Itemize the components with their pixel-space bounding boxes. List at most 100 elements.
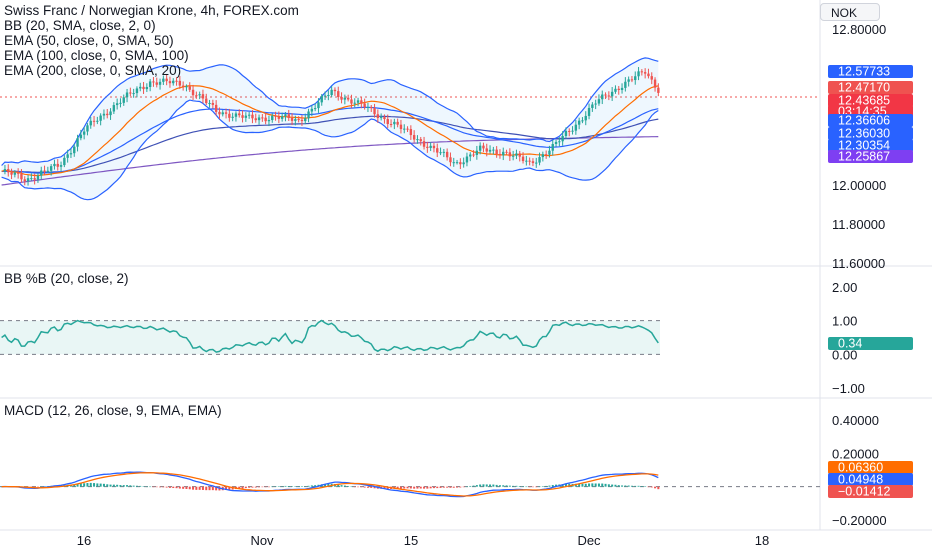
- macd-histogram-bar: [258, 486, 261, 488]
- candle-body: [327, 95, 330, 97]
- candle-body: [624, 81, 627, 88]
- candle-body: [188, 86, 191, 90]
- legend-macd: MACD (12, 26, close, 9, EMA, EMA): [4, 403, 222, 418]
- candle-body: [264, 117, 267, 122]
- candle-body: [445, 151, 449, 158]
- price-legend: Swiss Franc / Norwegian Krone, 4h, FOREX…: [4, 3, 299, 78]
- candle-body: [429, 145, 432, 148]
- macd-histogram-bar: [241, 486, 244, 489]
- candle-body: [528, 160, 531, 162]
- macd-histogram-bar: [182, 486, 185, 489]
- pctb-band-fill: [0, 320, 660, 355]
- macd-histogram-bar: [168, 486, 171, 488]
- candle-body: [277, 116, 281, 119]
- candle-body: [488, 149, 492, 152]
- candle-body: [165, 78, 168, 82]
- candle-body: [231, 116, 234, 118]
- badge-ema200-bg: [828, 150, 913, 163]
- macd-histogram-bar: [607, 484, 610, 487]
- time-tick-label: 15: [404, 533, 418, 548]
- macd-histogram-bar: [340, 485, 343, 487]
- candle-body: [66, 154, 69, 158]
- macd-histogram-bar: [363, 486, 366, 488]
- candle-body: [73, 146, 76, 154]
- candle-body: [505, 151, 508, 153]
- macd-histogram-bar: [413, 486, 416, 489]
- candle-body: [135, 88, 139, 94]
- candle-body: [594, 103, 597, 105]
- candle-body: [422, 141, 426, 147]
- candle-body: [271, 115, 274, 121]
- macd-histogram-bar: [185, 486, 188, 489]
- macd-histogram-bar: [637, 485, 640, 487]
- candle-body: [218, 111, 221, 115]
- candle-body: [294, 119, 297, 121]
- macd-histogram-bar: [482, 484, 485, 487]
- candle-body: [353, 102, 356, 104]
- macd-histogram-bar: [551, 485, 554, 487]
- candle-body: [630, 79, 634, 81]
- macd-histogram-bar: [475, 485, 478, 487]
- macd-histogram-bar: [215, 486, 218, 491]
- candle-body: [310, 108, 314, 112]
- legend-bb: BB (20, SMA, close, 2, 0): [4, 18, 156, 33]
- candle-body: [571, 130, 574, 132]
- candle-body: [317, 102, 320, 109]
- candle-body: [495, 149, 498, 154]
- macd-histogram-bar: [419, 486, 422, 489]
- macd-histogram-bar: [109, 484, 112, 487]
- pctb-tick-label: −1.00: [832, 381, 865, 396]
- candle-body: [389, 124, 393, 126]
- macd-histogram-bar: [99, 483, 102, 487]
- candle-body: [564, 130, 568, 136]
- badge-pctb: 0.34: [838, 337, 862, 351]
- badge-ema50-bg: [828, 114, 913, 127]
- macd-histogram-bar: [205, 486, 208, 491]
- candle-body: [343, 97, 347, 100]
- candle-body: [637, 71, 640, 77]
- macd-histogram-bar: [307, 485, 310, 487]
- macd-histogram-bar: [347, 485, 350, 487]
- currency-button[interactable]: NOK: [820, 3, 880, 21]
- candle-body: [59, 165, 63, 167]
- macd-histogram-bar: [284, 485, 287, 487]
- candle-body: [191, 89, 195, 96]
- macd-histogram-bar: [538, 486, 541, 488]
- candle-body: [409, 129, 413, 136]
- macd-histogram-bar: [139, 485, 142, 487]
- candle-body: [617, 88, 620, 90]
- badge-macd-line: 0.04948: [838, 473, 883, 487]
- pctb-tick-label: 2.00: [832, 280, 857, 295]
- candle-body: [208, 102, 211, 104]
- candle-body: [558, 141, 561, 143]
- macd-histogram-bar: [261, 486, 264, 488]
- candle-body: [228, 113, 231, 118]
- macd-histogram-bar: [406, 486, 409, 489]
- macd-histogram-bar: [614, 484, 617, 487]
- candle-body: [568, 130, 571, 132]
- candle-body: [86, 125, 89, 132]
- macd-histogram-bar: [324, 484, 327, 487]
- candle-body: [119, 102, 122, 104]
- macd-histogram-bar: [611, 484, 614, 487]
- macd-histogram-bar: [512, 485, 515, 487]
- macd-histogram-bar: [403, 486, 406, 489]
- candle-body: [36, 175, 40, 180]
- candle-body: [96, 120, 99, 122]
- candle-body: [297, 119, 300, 121]
- price-tick-label: 11.60000: [832, 256, 885, 271]
- macd-histogram-bar: [142, 486, 145, 487]
- candle-body: [502, 151, 505, 156]
- macd-pane: [0, 471, 820, 498]
- macd-histogram-bar: [604, 483, 607, 487]
- candle-body: [148, 81, 152, 88]
- candle-body: [653, 79, 657, 88]
- macd-histogram-bar: [578, 483, 581, 487]
- macd-histogram-bar: [291, 486, 294, 487]
- candle-body: [3, 169, 7, 172]
- candle-body: [462, 162, 465, 165]
- macd-histogram-bar: [624, 485, 627, 487]
- candle-body: [386, 119, 389, 125]
- candle-body: [16, 172, 20, 174]
